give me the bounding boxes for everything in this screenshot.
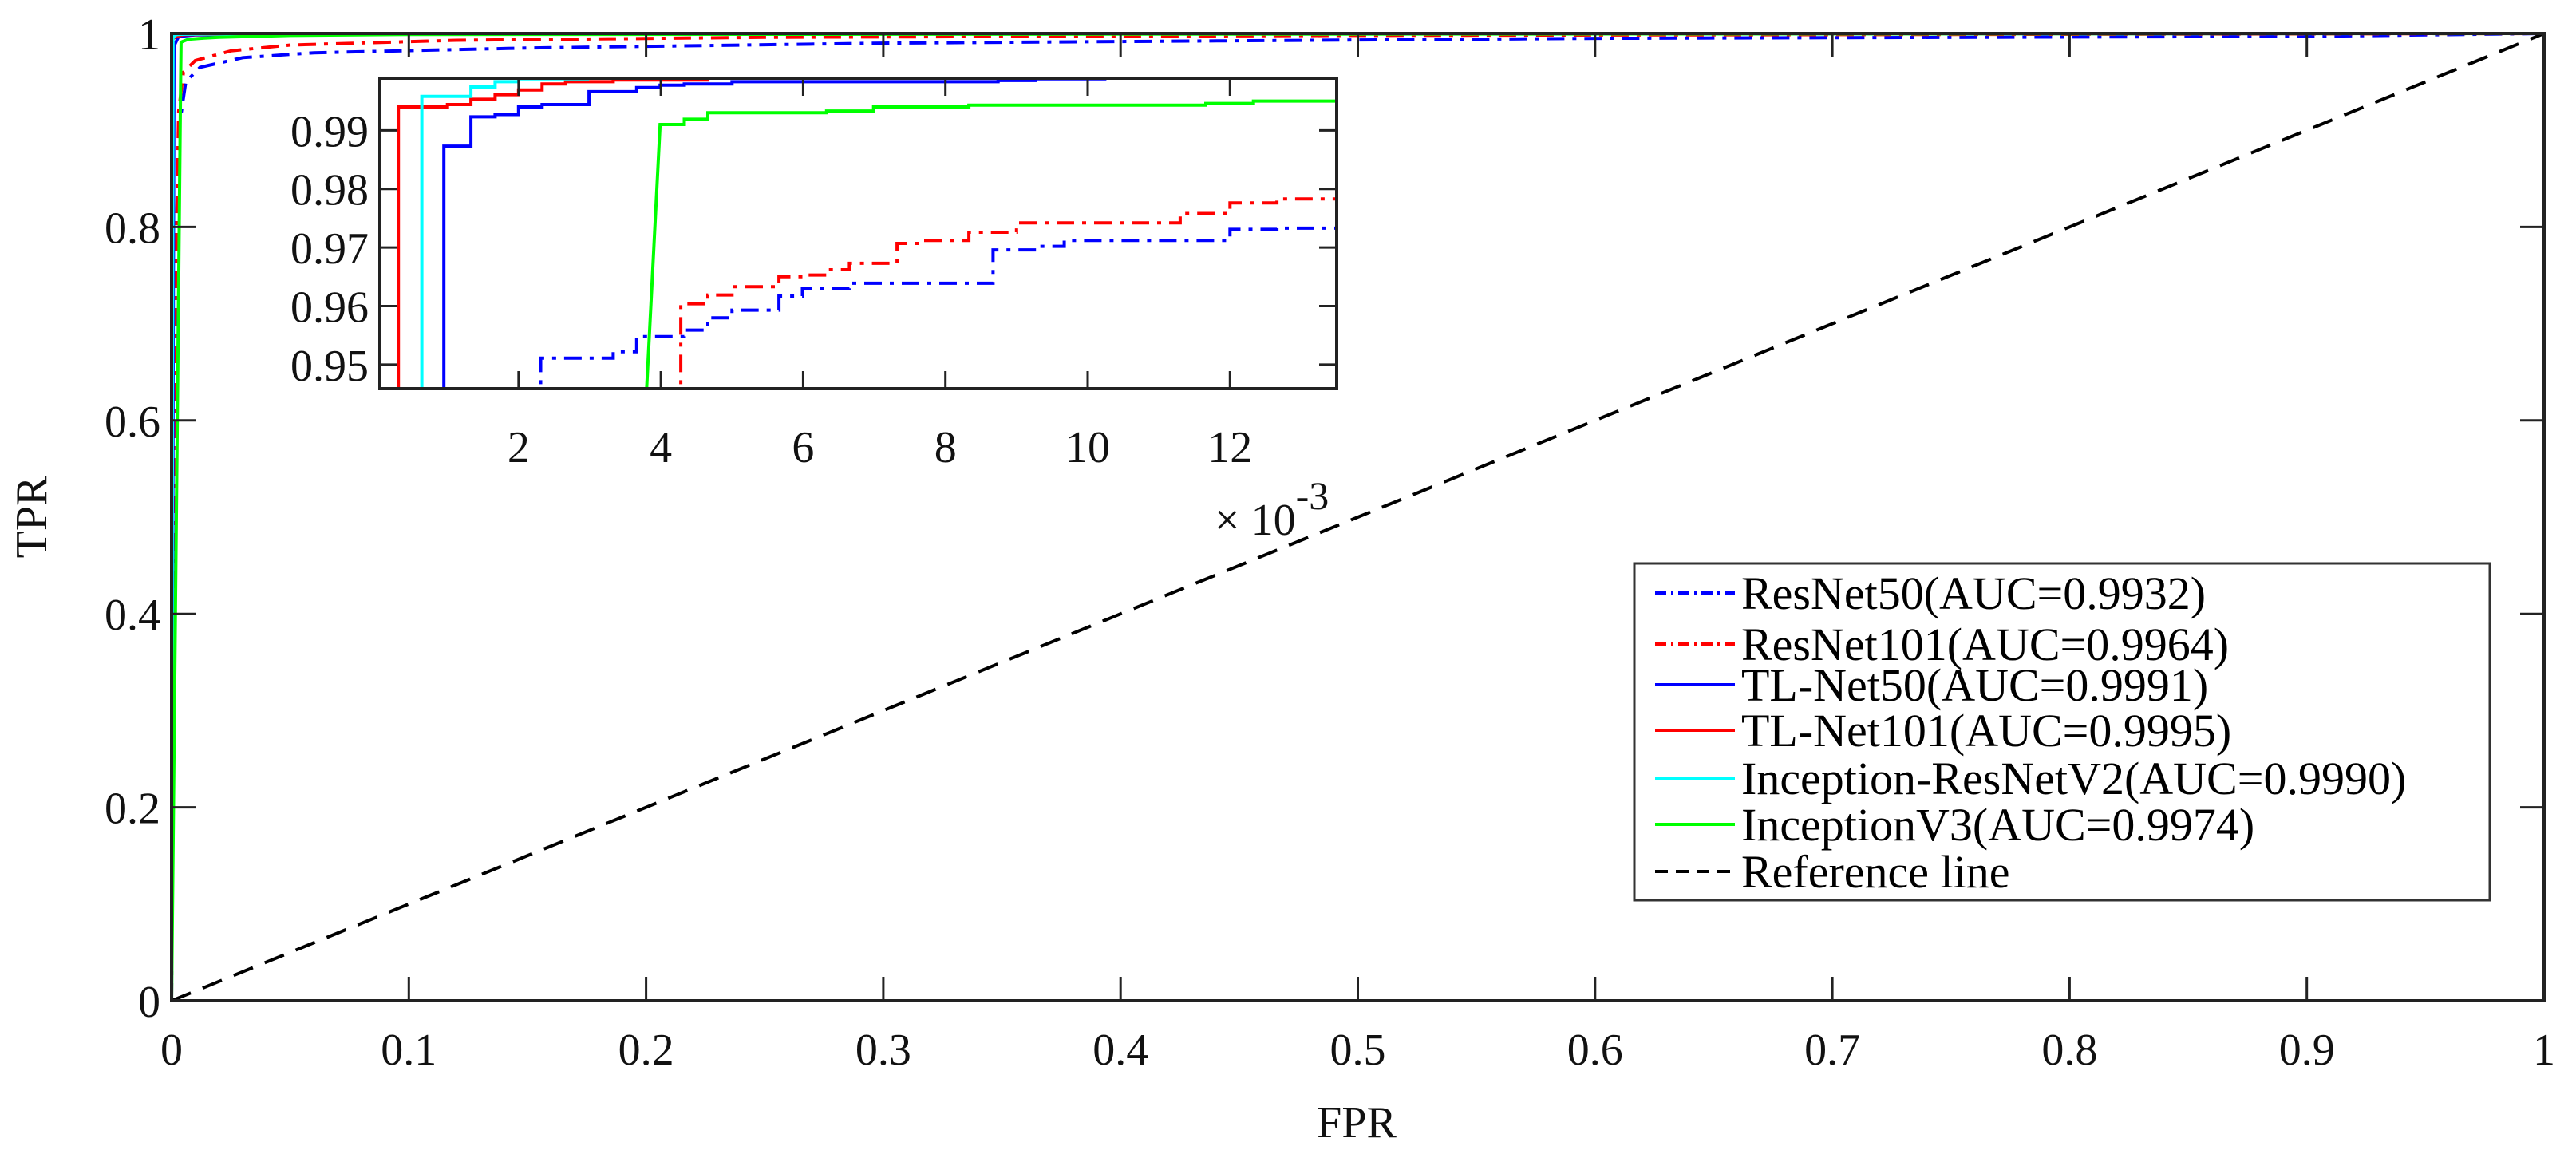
legend-label: Reference line — [1741, 846, 2010, 898]
series-line-resnet101 — [679, 197, 1337, 389]
inset-x-multiplier-base: × 10 — [1215, 496, 1296, 545]
series-group — [397, 78, 1337, 389]
x-tick-label: 8 — [934, 423, 957, 472]
legend-item: ResNet101(AUC=0.9964) — [1655, 618, 2229, 670]
legend-item: TL-Net50(AUC=0.9991) — [1655, 659, 2208, 711]
y-tick-label: 0.96 — [290, 283, 369, 333]
y-tick-label: 0.97 — [290, 224, 369, 274]
x-tick-label: 0.4 — [1092, 1026, 1148, 1075]
axes-box — [378, 77, 1338, 390]
legend-item: InceptionV3(AUC=0.9974) — [1655, 799, 2254, 851]
x-tick-label: 0.2 — [618, 1026, 674, 1075]
x-tick-label: 0 — [160, 1026, 183, 1075]
y-tick-label: 0.8 — [105, 204, 160, 253]
x-tick-label: 0.1 — [381, 1026, 437, 1075]
plot-area — [380, 78, 1337, 389]
legend-box — [1633, 562, 2491, 902]
main-plot: 0 0.1 0.2 0.3 0.4 0.5 0.6 0.7 0.8 0.9 100.20.40.60… — [105, 10, 2555, 1075]
legend-label: TL-Net101(AUC=0.9995) — [1741, 705, 2231, 757]
y-tick-label: 0.6 — [105, 397, 160, 447]
legend-label: InceptionV3(AUC=0.9974) — [1741, 799, 2254, 851]
legend-label: ResNet50(AUC=0.9932) — [1741, 567, 2206, 619]
legend-label: ResNet101(AUC=0.9964) — [1741, 618, 2229, 670]
x-tick-label: 0.7 — [1804, 1026, 1860, 1075]
legend-item: TL-Net101(AUC=0.9995) — [1655, 705, 2231, 757]
legend-label: Inception-ResNetV2(AUC=0.9990) — [1741, 753, 2406, 804]
x-axis-label: FPR — [1317, 1098, 1397, 1148]
y-tick-label: 0.95 — [290, 342, 369, 391]
inset-plot: 2 4 6 8 10 12 0.95 0.96 0.97 0.98 0.99 — [290, 77, 1338, 472]
series-line-tl-net50 — [442, 78, 1113, 389]
x-tick-label: 0.6 — [1567, 1026, 1623, 1075]
x-tick-label: 1 — [2533, 1026, 2555, 1075]
legend-item: ResNet50(AUC=0.9932) — [1655, 567, 2206, 619]
y-axis-label: TPR — [7, 476, 57, 558]
inset-x-exponent: -3 — [1296, 473, 1329, 518]
legend: ResNet50(AUC=0.9932)ResNet101(AUC=0.9964… — [1633, 562, 2491, 902]
x-tick-label: 2 — [508, 423, 530, 472]
inset-x-multiplier: × 10-3 — [1215, 473, 1329, 545]
legend-label: TL-Net50(AUC=0.9991) — [1741, 659, 2208, 711]
x-tick-label: 0.8 — [2041, 1026, 2097, 1075]
x-tick-label: 6 — [792, 423, 814, 472]
series-line-resnet101-auc-0-9964 — [172, 34, 2544, 1001]
series-line-inceptionv3 — [645, 99, 1337, 389]
series-line-resnet50-auc-0-9932 — [172, 34, 2544, 1001]
x-tick-label: 0.5 — [1330, 1026, 1386, 1075]
x-tick-label: 4 — [650, 423, 672, 472]
y-tick-label: 1 — [138, 10, 160, 60]
y-tick-label: 0.98 — [290, 166, 369, 215]
y-tick-label: 0 — [138, 978, 160, 1027]
legend-item: Inception-ResNetV2(AUC=0.9990) — [1655, 753, 2406, 804]
y-tick-label: 0.99 — [290, 107, 369, 156]
legend-item: Reference line — [1655, 846, 2010, 898]
x-tick-label: 0.9 — [2279, 1026, 2335, 1075]
y-tick-label: 0.2 — [105, 784, 160, 834]
x-tick-label: 10 — [1065, 423, 1110, 472]
x-tick-label: 12 — [1207, 423, 1252, 472]
y-tick-label: 0.4 — [105, 591, 160, 640]
series-line-reference-line — [172, 34, 2544, 1001]
x-tick-label: 0.3 — [855, 1026, 911, 1075]
series-line-resnet50 — [539, 223, 1337, 389]
